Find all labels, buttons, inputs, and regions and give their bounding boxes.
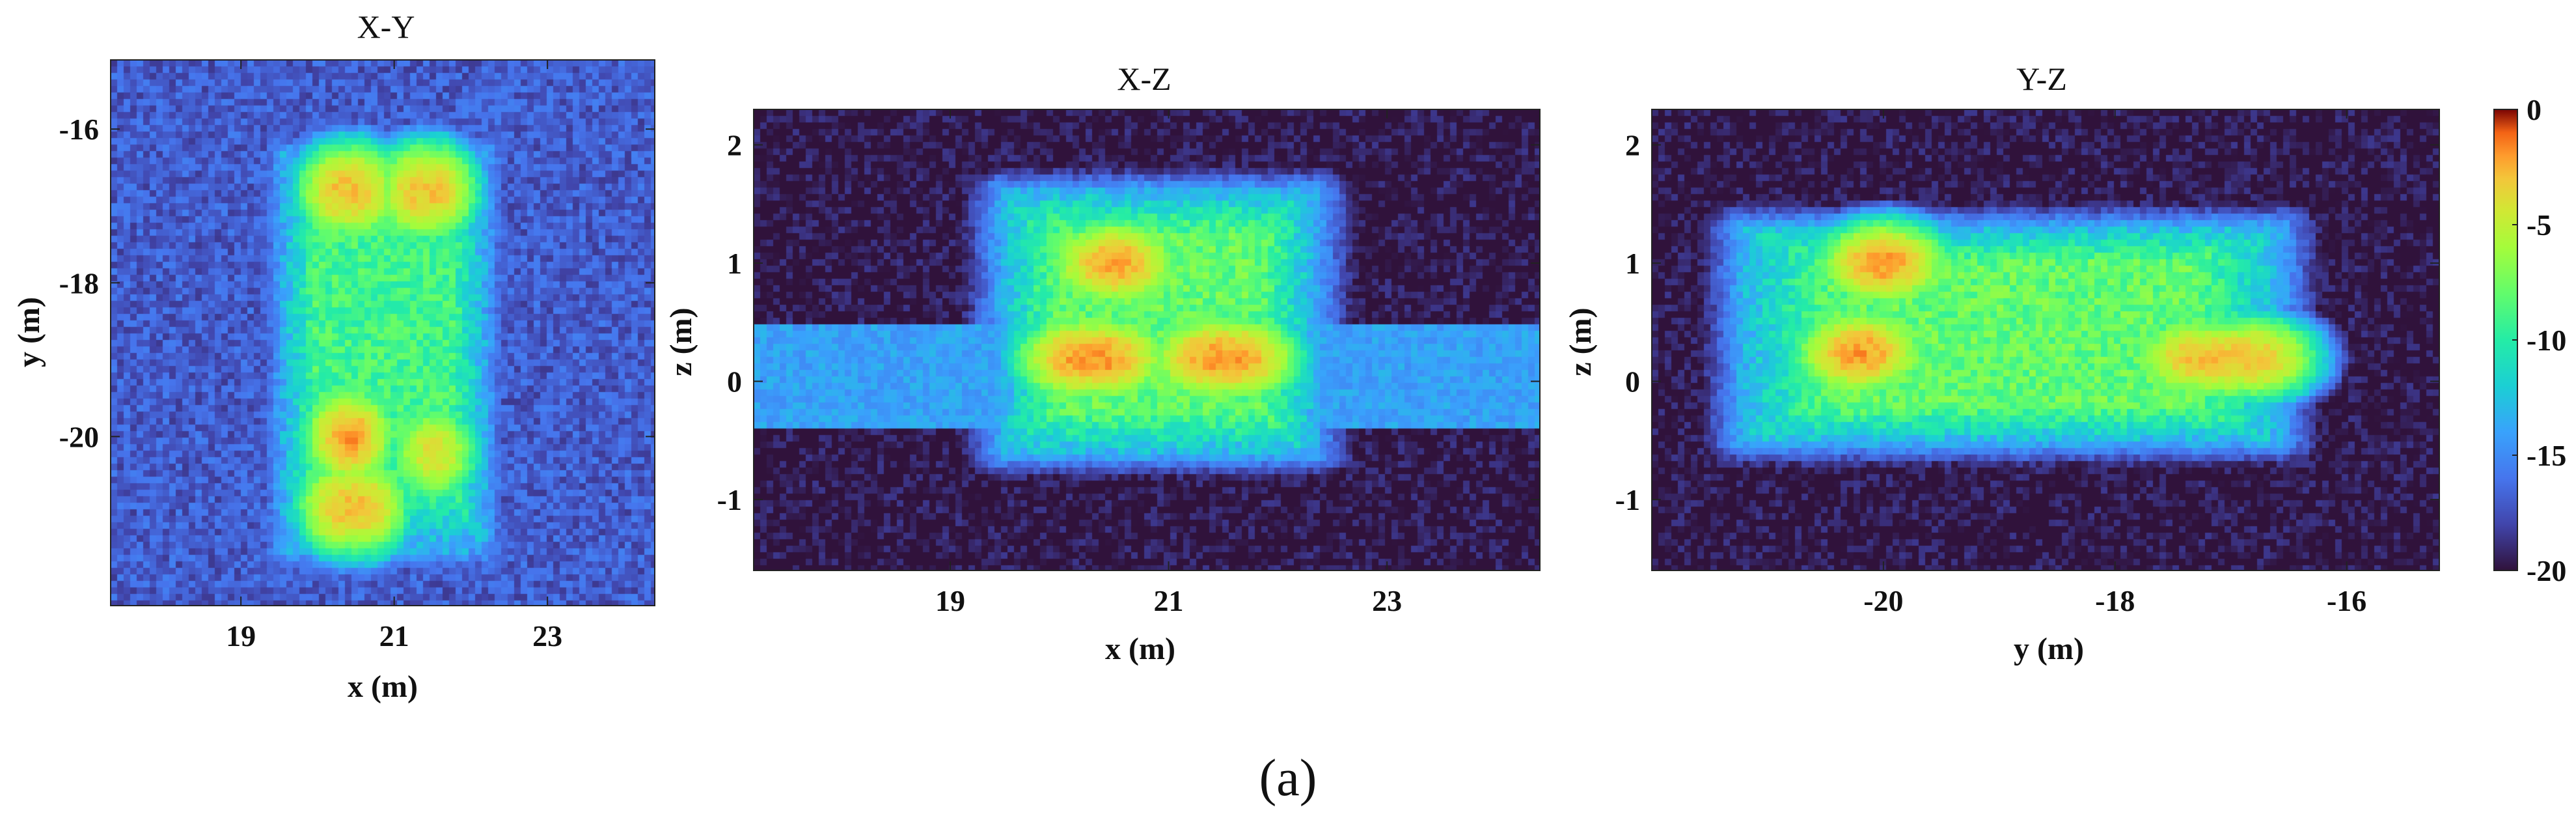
y-ticks-x-z: 2 1 0 -1 <box>717 128 1540 516</box>
heatmap-x-z <box>754 109 1540 570</box>
panel-title-x-y: X-Y <box>357 8 415 45</box>
y-axis-label-y-z: z (m) <box>1563 307 1598 376</box>
x-tick-label: -16 <box>2327 584 2366 617</box>
y-tick-label: -1 <box>1615 483 1640 516</box>
y-ticks-x-y: -16 -18 -20 <box>59 113 655 453</box>
panel-title-y-z: Y-Z <box>2016 61 2067 97</box>
x-tick-label: 19 <box>226 619 256 653</box>
x-ticks-x-y: 19 21 23 <box>226 60 562 653</box>
y-axis-label-x-y: y (m) <box>12 297 46 367</box>
colorbar-tick-label: -20 <box>2527 554 2566 587</box>
y-tick-label: 1 <box>1625 247 1640 280</box>
x-ticks-y-z: -20 -18 -16 <box>1863 109 2366 617</box>
y-tick-label: 1 <box>727 247 742 280</box>
y-ticks-y-z: 2 1 0 -1 <box>1615 128 2439 516</box>
panel-title-x-z: X-Z <box>1117 61 1171 97</box>
colorbar-ticks: 0 -5 -10 -15 -20 <box>2512 93 2566 587</box>
x-tick-label: 21 <box>1154 584 1184 617</box>
x-tick-label: 23 <box>1372 584 1402 617</box>
colorbar-tick-label: -15 <box>2527 439 2566 472</box>
colorbar-tick-label: 0 <box>2527 93 2542 126</box>
colorbar-tick-label: -5 <box>2527 208 2551 242</box>
x-tick-label: -20 <box>1863 584 1903 617</box>
panel-y-z: Y-Z -20 -18 -16 2 1 0 -1 y (m) z (m) <box>1563 61 2440 666</box>
x-axis-label-y-z: y (m) <box>2014 632 2084 666</box>
y-tick-label: -20 <box>59 420 99 453</box>
x-tick-label: 19 <box>935 584 965 617</box>
y-tick-label: -18 <box>59 266 99 300</box>
heatmap-x-y <box>111 60 655 606</box>
y-tick-label: 2 <box>1625 128 1640 162</box>
figure-caption: (a) <box>1259 750 1317 807</box>
y-tick-label: 2 <box>727 128 742 162</box>
x-ticks-x-z: 19 21 23 <box>935 109 1402 617</box>
x-tick-label: 21 <box>379 619 409 653</box>
x-tick-label: 23 <box>532 619 562 653</box>
panel-x-y: X-Y 19 21 23 -16 -18 -20 x (m) y (m) <box>12 8 655 704</box>
y-tick-label: -16 <box>59 113 99 146</box>
colorbar: 0 -5 -10 -15 -20 <box>2493 93 2566 587</box>
y-tick-label: -1 <box>717 483 742 516</box>
y-tick-label: 0 <box>727 365 742 399</box>
panel-x-z: X-Z 19 21 23 210-1 x (m) z (m) <box>664 61 1541 666</box>
x-tick-label: -18 <box>2095 584 2135 617</box>
x-axis-label-x-y: x (m) <box>348 669 418 704</box>
x-axis-label-x-z: x (m) <box>1105 632 1175 666</box>
y-tick-label: 0 <box>1625 365 1640 399</box>
y-axis-label-x-z: z (m) <box>664 307 698 376</box>
colorbar-tick-label: -10 <box>2527 324 2566 357</box>
heatmap-y-z <box>1652 109 2439 570</box>
